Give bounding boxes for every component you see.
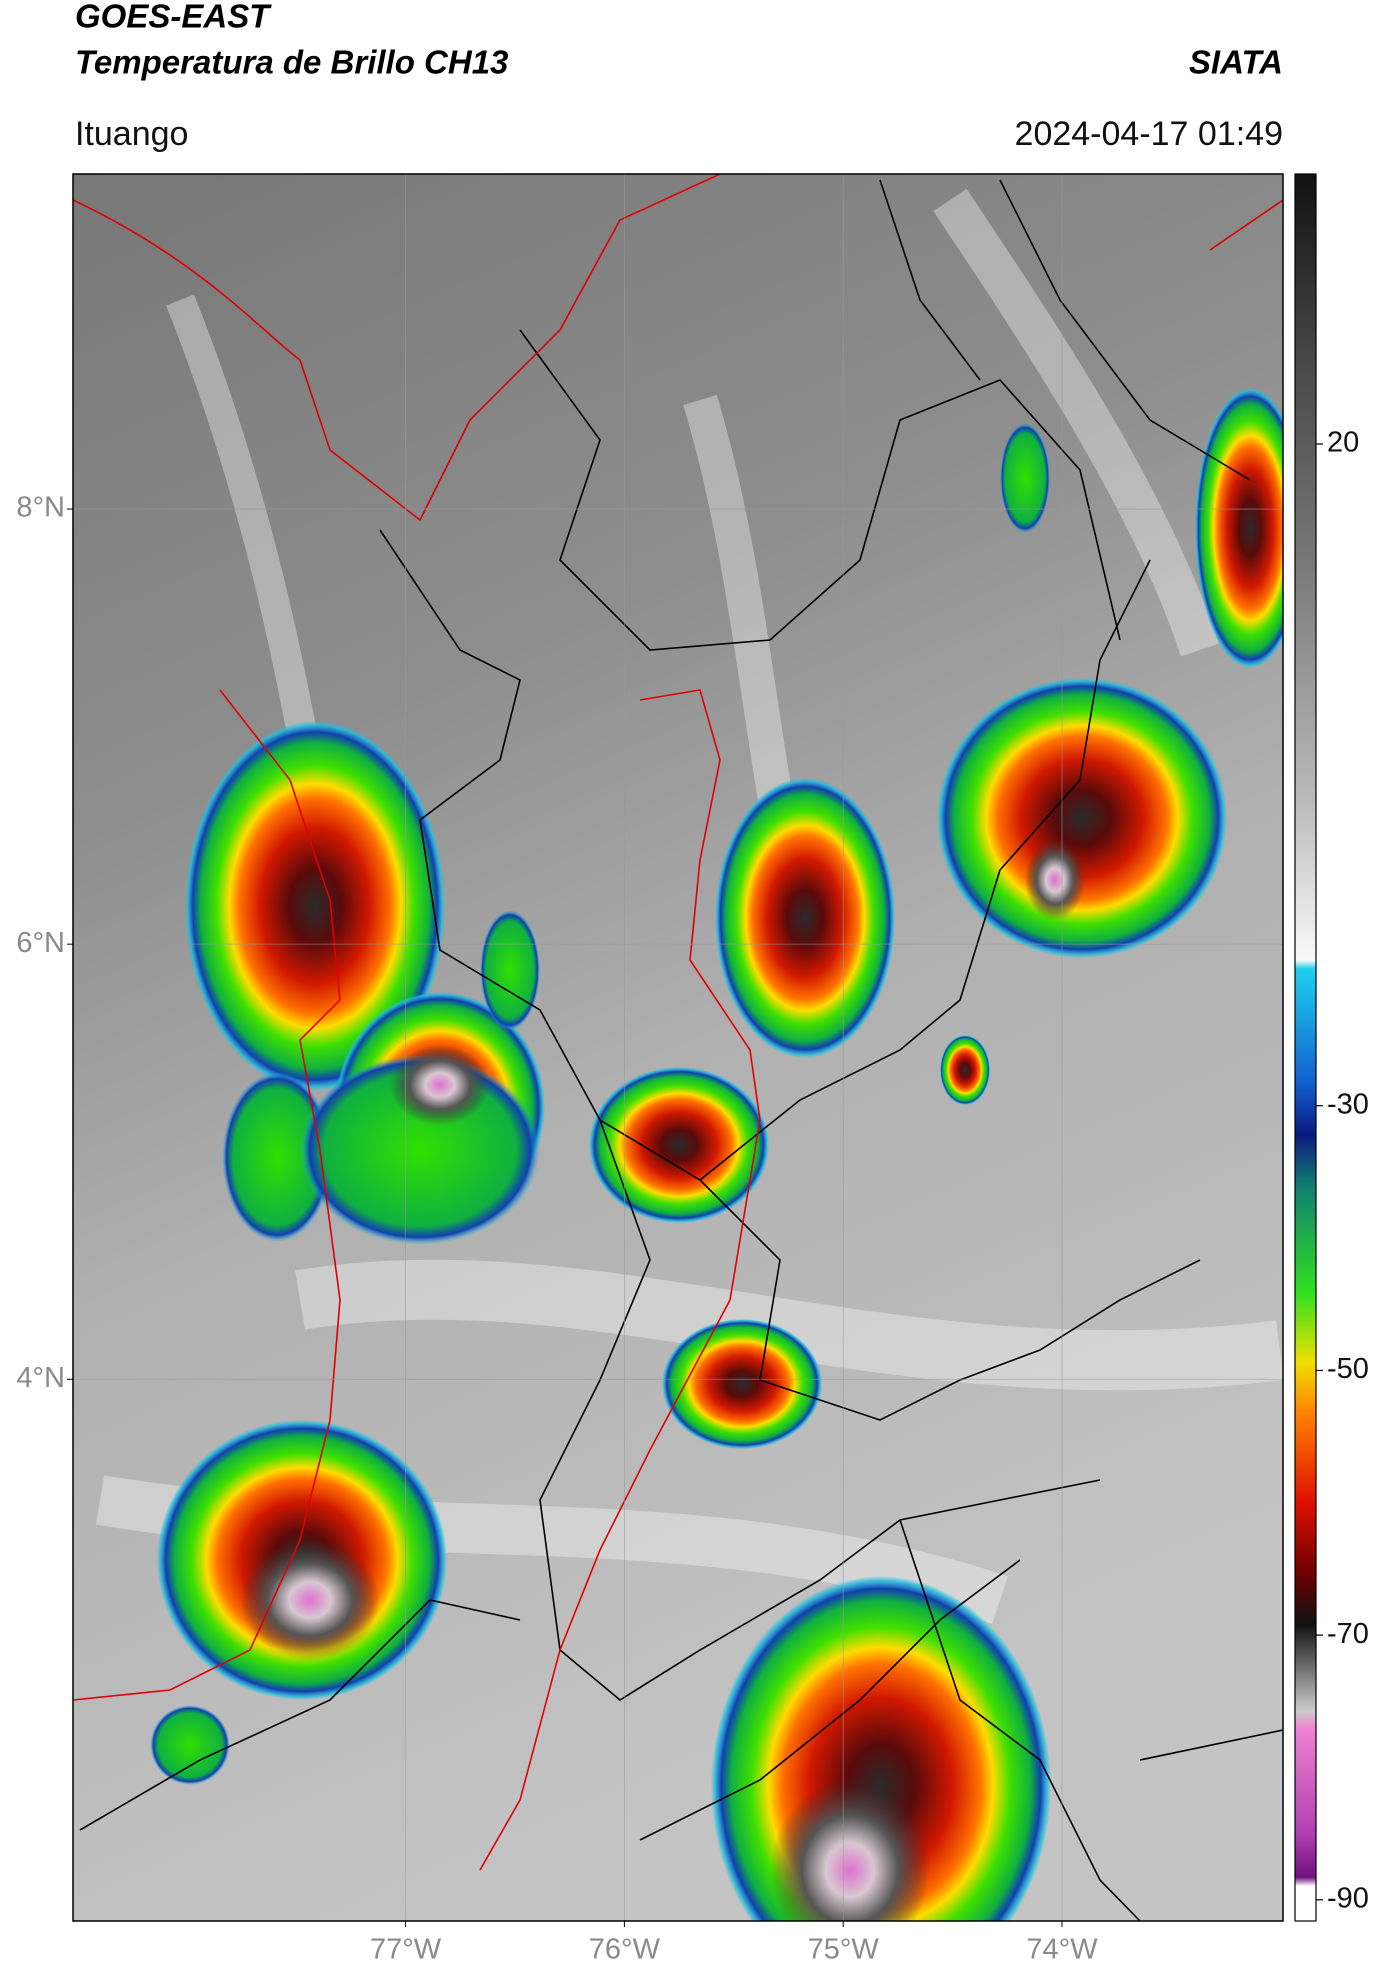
map — [73, 174, 1283, 1921]
lon-label: 76°W — [589, 1934, 661, 1966]
colorbar-label: -30 — [1327, 1088, 1369, 1120]
lon-label: 74°W — [1026, 1934, 1098, 1966]
borders — [79, 179, 1283, 1921]
labels: 8°N 6°N 4°N 77°W 76°W 75°W 74°W 20 -30 -50 -70 -90 — [16, 427, 1369, 1966]
lon-label: 75°W — [808, 1934, 880, 1966]
storm-cells — [150, 388, 1283, 1921]
colorbar-label: -90 — [1327, 1882, 1369, 1914]
lat-label: 8°N — [16, 492, 65, 524]
graticule — [73, 174, 1283, 1921]
lat-label: 4°N — [16, 1362, 65, 1394]
timestamp: 2024-04-17 01:49 — [1015, 115, 1283, 153]
location: Ituango — [75, 115, 188, 153]
colorbar-label: 20 — [1327, 427, 1359, 459]
agency: SIATA — [1189, 44, 1283, 81]
colorbar-label: -50 — [1327, 1353, 1369, 1385]
colorbar-label: -70 — [1327, 1618, 1369, 1650]
colorbar — [1294, 173, 1317, 1922]
product: Temperatura de Brillo CH13 — [75, 44, 508, 81]
satellite: GOES-EAST — [75, 0, 272, 35]
lat-label: 6°N — [16, 927, 65, 959]
highlighted-border — [73, 174, 1283, 1871]
map-frame — [72, 173, 1284, 1922]
lon-label: 77°W — [370, 1934, 442, 1966]
